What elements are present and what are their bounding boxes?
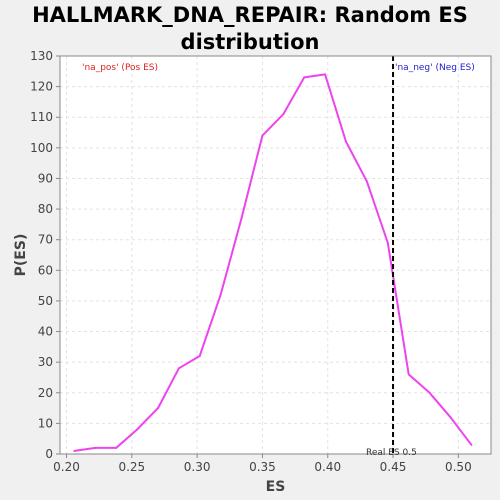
y-tick-label: 50: [38, 294, 53, 308]
series-layer: [73, 73, 473, 452]
data-point: [407, 373, 410, 376]
y-axis: 0 10 20 30 40 50 60 70 80 90 100 110 120 130: [30, 49, 60, 461]
data-point: [198, 355, 201, 358]
plot-background: [60, 56, 491, 454]
real-es-label: Real ES 0.5: [366, 448, 417, 458]
data-point: [177, 367, 180, 370]
data-point: [156, 407, 159, 410]
x-axis-label: ES: [266, 479, 286, 495]
data-point: [345, 140, 348, 143]
y-tick-label: 100: [30, 141, 53, 155]
chart-title: HALLMARK_DNA_REPAIR: Random ES distribut…: [32, 3, 468, 54]
data-point: [115, 446, 118, 449]
data-point: [219, 293, 222, 296]
data-point: [303, 76, 306, 79]
x-tick-label: 0.25: [118, 460, 145, 474]
x-tick-label: 0.45: [380, 460, 407, 474]
plot-frame: [59, 55, 492, 455]
y-tick-label: 60: [38, 263, 53, 277]
x-tick-label: 0.30: [184, 460, 211, 474]
y-tick-label: 70: [38, 233, 53, 247]
x-tick-label: 0.50: [445, 460, 472, 474]
series-line: [74, 73, 473, 452]
data-point: [261, 134, 264, 137]
data-point: [386, 241, 389, 244]
x-tick-label: 0.40: [314, 460, 341, 474]
neg-es-label: 'na_neg' (Neg ES): [395, 63, 475, 73]
data-point: [240, 217, 243, 220]
x-tick-label: 0.35: [249, 460, 276, 474]
y-tick-label: 80: [38, 202, 53, 216]
pos-es-label: 'na_pos' (Pos ES): [82, 63, 158, 73]
x-tick-label: 0.20: [53, 460, 80, 474]
data-point: [365, 180, 368, 183]
data-point: [449, 416, 452, 419]
y-tick-label: 110: [30, 110, 53, 124]
x-axis: 0.20 0.25 0.30 0.35 0.40 0.45 0.50: [53, 454, 472, 474]
data-point: [324, 73, 327, 76]
data-point: [470, 443, 473, 446]
data-point: [136, 428, 139, 431]
y-tick-label: 30: [38, 355, 53, 369]
y-tick-label: 0: [45, 447, 53, 461]
y-tick-label: 120: [30, 80, 53, 94]
y-tick-label: 10: [38, 416, 53, 430]
y-axis-label: P(ES): [13, 234, 29, 277]
y-tick-label: 130: [30, 49, 53, 63]
y-tick-label: 20: [38, 386, 53, 400]
y-tick-label: 90: [38, 171, 53, 185]
y-tick-label: 40: [38, 325, 53, 339]
data-point: [73, 449, 76, 452]
data-point: [428, 391, 431, 394]
data-point: [94, 446, 97, 449]
data-point: [282, 113, 285, 116]
